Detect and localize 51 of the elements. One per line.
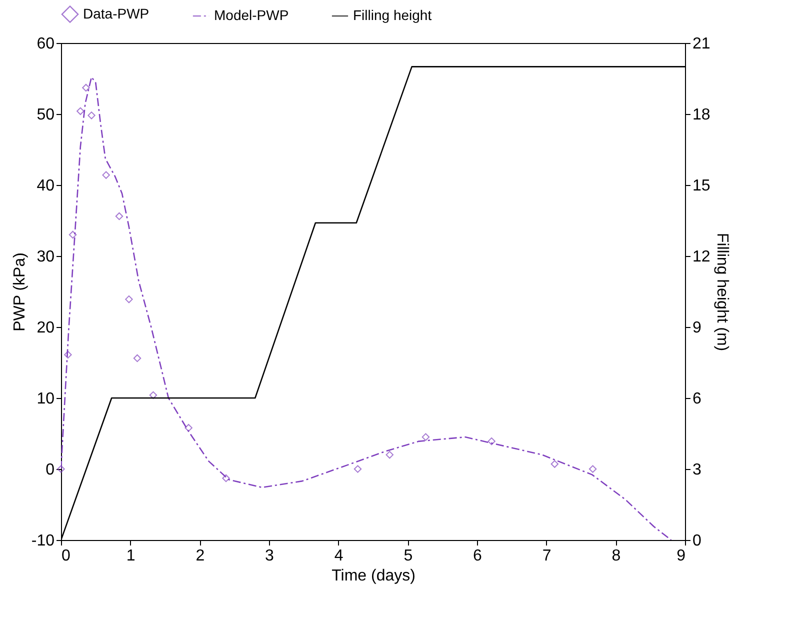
y-tick-label: 20 xyxy=(36,320,55,336)
y2-tick-label: 18 xyxy=(692,106,710,124)
x-axis-title: Time (days) xyxy=(332,568,416,584)
y-tick-label: 10 xyxy=(36,390,55,408)
point xyxy=(64,350,72,359)
point xyxy=(222,474,230,482)
x-tick-label: 0 xyxy=(62,548,70,564)
point xyxy=(68,230,77,239)
y2-tick-label: 3 xyxy=(692,462,702,478)
point xyxy=(422,433,430,441)
x-tick-label: 7 xyxy=(542,548,552,564)
y-tick-label: 40 xyxy=(36,178,55,194)
y2-tick-label: 15 xyxy=(692,178,710,194)
x-tick-label: 3 xyxy=(265,548,274,564)
point xyxy=(115,212,124,220)
x-tick-label: 8 xyxy=(612,548,621,564)
y2-tick-label: 12 xyxy=(692,248,710,266)
legend-label: Model-PWP xyxy=(214,7,289,23)
x-tick-label: 1 xyxy=(126,548,136,564)
point xyxy=(149,391,158,400)
y2-axis-title: Filling height (m) xyxy=(713,232,730,352)
x-tick-label: 2 xyxy=(196,548,205,564)
point xyxy=(88,112,96,120)
point xyxy=(82,84,90,92)
legend-label: Filling height xyxy=(353,7,432,23)
y-tick-label: 0 xyxy=(46,462,55,478)
y-tick-label: 30 xyxy=(36,248,55,266)
point xyxy=(133,354,142,362)
point xyxy=(102,171,110,179)
y2-tick-label: 6 xyxy=(692,390,702,408)
point xyxy=(184,424,192,432)
x-tick-label: 5 xyxy=(404,548,413,564)
point xyxy=(550,460,559,468)
x-tick-label: 9 xyxy=(676,548,686,564)
point xyxy=(57,465,65,473)
point xyxy=(76,107,84,116)
x-tick-label: 4 xyxy=(334,548,344,564)
point xyxy=(125,295,133,304)
point xyxy=(386,450,394,459)
y-tick-label: 60 xyxy=(36,36,55,52)
x-tick-label: 6 xyxy=(473,548,482,564)
point xyxy=(354,465,362,473)
y-tick-label: -10 xyxy=(31,532,55,550)
point xyxy=(488,437,496,446)
point xyxy=(588,465,597,473)
y2-tick-label: 9 xyxy=(692,320,702,336)
legend-label: Data-PWP xyxy=(83,5,150,22)
y-tick-label: 50 xyxy=(36,106,55,124)
y-axis-title: PWP (kPa) xyxy=(11,252,28,332)
y2-tick-label: 21 xyxy=(692,36,710,52)
y2-tick-label: 0 xyxy=(692,532,702,550)
